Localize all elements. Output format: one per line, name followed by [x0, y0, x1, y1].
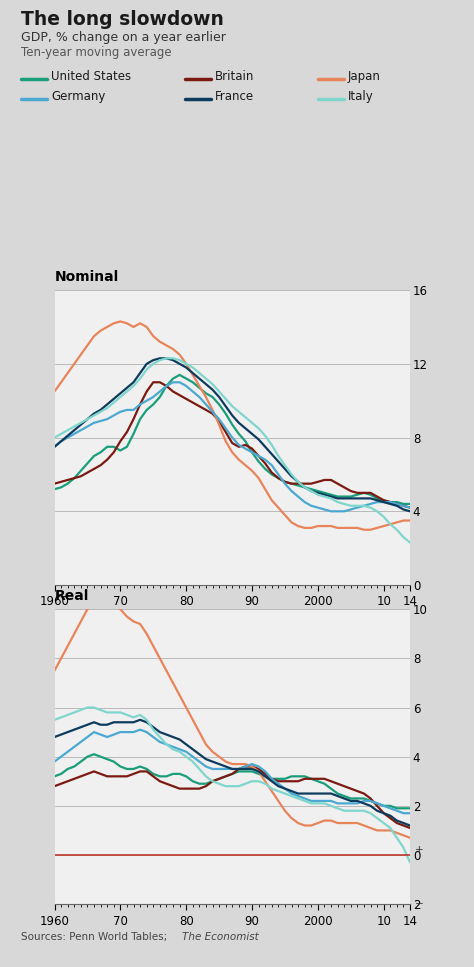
Text: The long slowdown: The long slowdown	[21, 10, 224, 29]
Text: Germany: Germany	[51, 90, 106, 103]
Text: Japan: Japan	[347, 71, 380, 83]
Text: Ten-year moving average: Ten-year moving average	[21, 46, 172, 59]
Text: −: −	[415, 899, 424, 909]
Text: The Economist: The Economist	[182, 932, 259, 942]
Text: +: +	[415, 845, 424, 855]
Text: France: France	[215, 90, 254, 103]
Text: GDP, % change on a year earlier: GDP, % change on a year earlier	[21, 31, 226, 44]
Text: Britain: Britain	[215, 71, 254, 83]
Text: Nominal: Nominal	[55, 270, 119, 284]
Text: Sources: Penn World Tables;: Sources: Penn World Tables;	[21, 932, 170, 942]
Text: United States: United States	[51, 71, 131, 83]
Text: Real: Real	[55, 589, 89, 603]
Text: Italy: Italy	[347, 90, 373, 103]
